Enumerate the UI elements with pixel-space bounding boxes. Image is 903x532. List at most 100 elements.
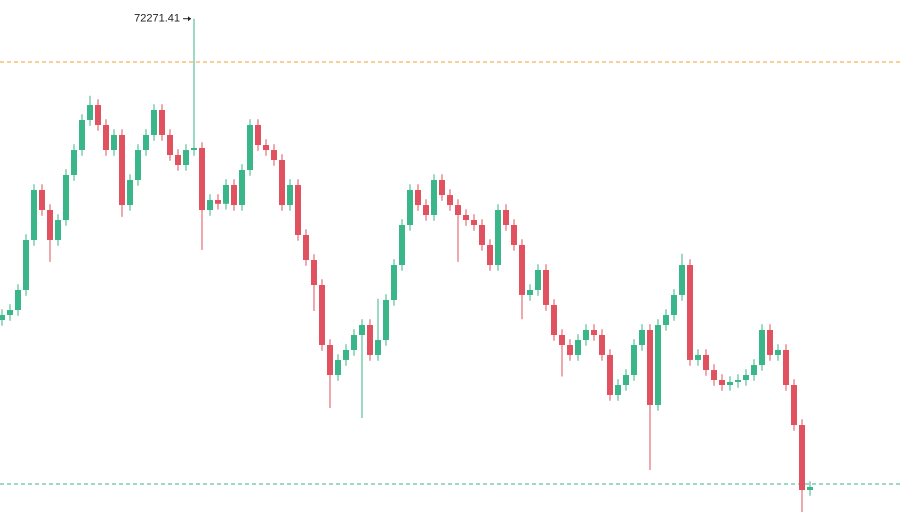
- candle-body: [703, 354, 709, 371]
- candle-body: [295, 184, 301, 235]
- candle-body: [0, 315, 5, 321]
- candle-body: [799, 425, 805, 491]
- candle-body: [383, 299, 389, 340]
- candle-body: [711, 370, 717, 381]
- candle-body: [255, 124, 261, 146]
- max-price-label: 72271.41: [134, 13, 180, 25]
- candle-body: [455, 205, 461, 216]
- candle-body: [415, 189, 421, 206]
- candle-body: [335, 359, 341, 376]
- candle-body: [655, 325, 661, 405]
- candle-body: [215, 200, 221, 204]
- candle-body: [511, 224, 517, 245]
- candle-body: [695, 354, 701, 360]
- candle-body: [559, 334, 565, 345]
- candle-body: [135, 150, 141, 180]
- candle-body: [519, 244, 525, 295]
- candle-body: [527, 289, 533, 295]
- candle-body: [623, 375, 629, 386]
- candle-body: [263, 145, 269, 151]
- candle-body: [175, 155, 181, 166]
- candle-body: [431, 179, 437, 216]
- candle-body: [55, 220, 61, 240]
- candle-body: [783, 349, 789, 386]
- candle-body: [631, 344, 637, 376]
- candle-body: [199, 147, 205, 211]
- candle-body: [343, 349, 349, 360]
- candle-body: [207, 200, 213, 211]
- candle-body: [671, 294, 677, 316]
- candle-body: [719, 380, 725, 386]
- candle-body: [15, 289, 21, 311]
- candle-body: [399, 224, 405, 266]
- candle-body: [743, 375, 749, 381]
- candle-body: [7, 310, 13, 316]
- candle-body: [567, 344, 573, 355]
- candle-body: [663, 315, 669, 326]
- candle-body: [647, 330, 653, 405]
- candle-body: [239, 169, 245, 206]
- candle-body: [319, 284, 325, 345]
- candle-body: [503, 210, 509, 225]
- candle-body: [447, 195, 453, 206]
- candle-body: [583, 330, 589, 340]
- candle-body: [591, 330, 597, 335]
- candle-body: [23, 239, 29, 290]
- candle-body: [439, 179, 445, 196]
- candle-body: [575, 339, 581, 355]
- candle-body: [807, 486, 813, 491]
- candle-body: [103, 124, 109, 151]
- candle-body: [31, 189, 37, 240]
- candle-body: [479, 224, 485, 245]
- candle-body: [111, 134, 117, 151]
- candle-body: [143, 134, 149, 151]
- candle-body: [767, 330, 773, 355]
- candle-body: [359, 325, 365, 335]
- candle-body: [327, 344, 333, 376]
- candle-body: [543, 270, 549, 305]
- candle-body: [247, 124, 253, 170]
- candle-body: [231, 184, 237, 206]
- candle-body: [151, 110, 157, 135]
- candle-body: [159, 110, 165, 135]
- candle-body: [279, 160, 285, 206]
- candle-body: [167, 134, 173, 156]
- candle-body: [127, 179, 133, 206]
- candle-body: [551, 304, 557, 335]
- candle-body: [87, 105, 93, 120]
- candle-body: [71, 150, 77, 175]
- candle-body: [775, 349, 781, 355]
- candle-body: [607, 354, 613, 395]
- candle-body: [735, 380, 741, 382]
- candle-body: [351, 334, 357, 350]
- candle-body: [791, 385, 797, 426]
- candle-body: [311, 260, 317, 285]
- candle-body: [375, 339, 381, 355]
- candle-body: [183, 150, 189, 166]
- candle-body: [79, 119, 85, 151]
- candle-body: [639, 330, 645, 345]
- candle-body: [423, 205, 429, 216]
- candle-body: [287, 184, 293, 206]
- candle-body: [303, 234, 309, 261]
- candle-body: [687, 265, 693, 360]
- candle-body: [759, 330, 765, 366]
- candle-body: [599, 334, 605, 355]
- candle-body: [535, 270, 541, 290]
- candle-body: [727, 381, 733, 386]
- max-price-arrowhead: [188, 16, 191, 22]
- candle-body: [223, 184, 229, 204]
- candle-body: [407, 189, 413, 225]
- candle-body: [495, 210, 501, 266]
- candle-body: [191, 147, 197, 151]
- candle-body: [471, 220, 477, 225]
- candle-body: [487, 244, 493, 266]
- candle-body: [95, 105, 101, 125]
- candle-body: [63, 174, 69, 221]
- candle-body: [391, 265, 397, 300]
- candle-body: [47, 210, 53, 240]
- candle-body: [39, 189, 45, 211]
- candle-body: [367, 325, 373, 355]
- candle-body: [463, 215, 469, 221]
